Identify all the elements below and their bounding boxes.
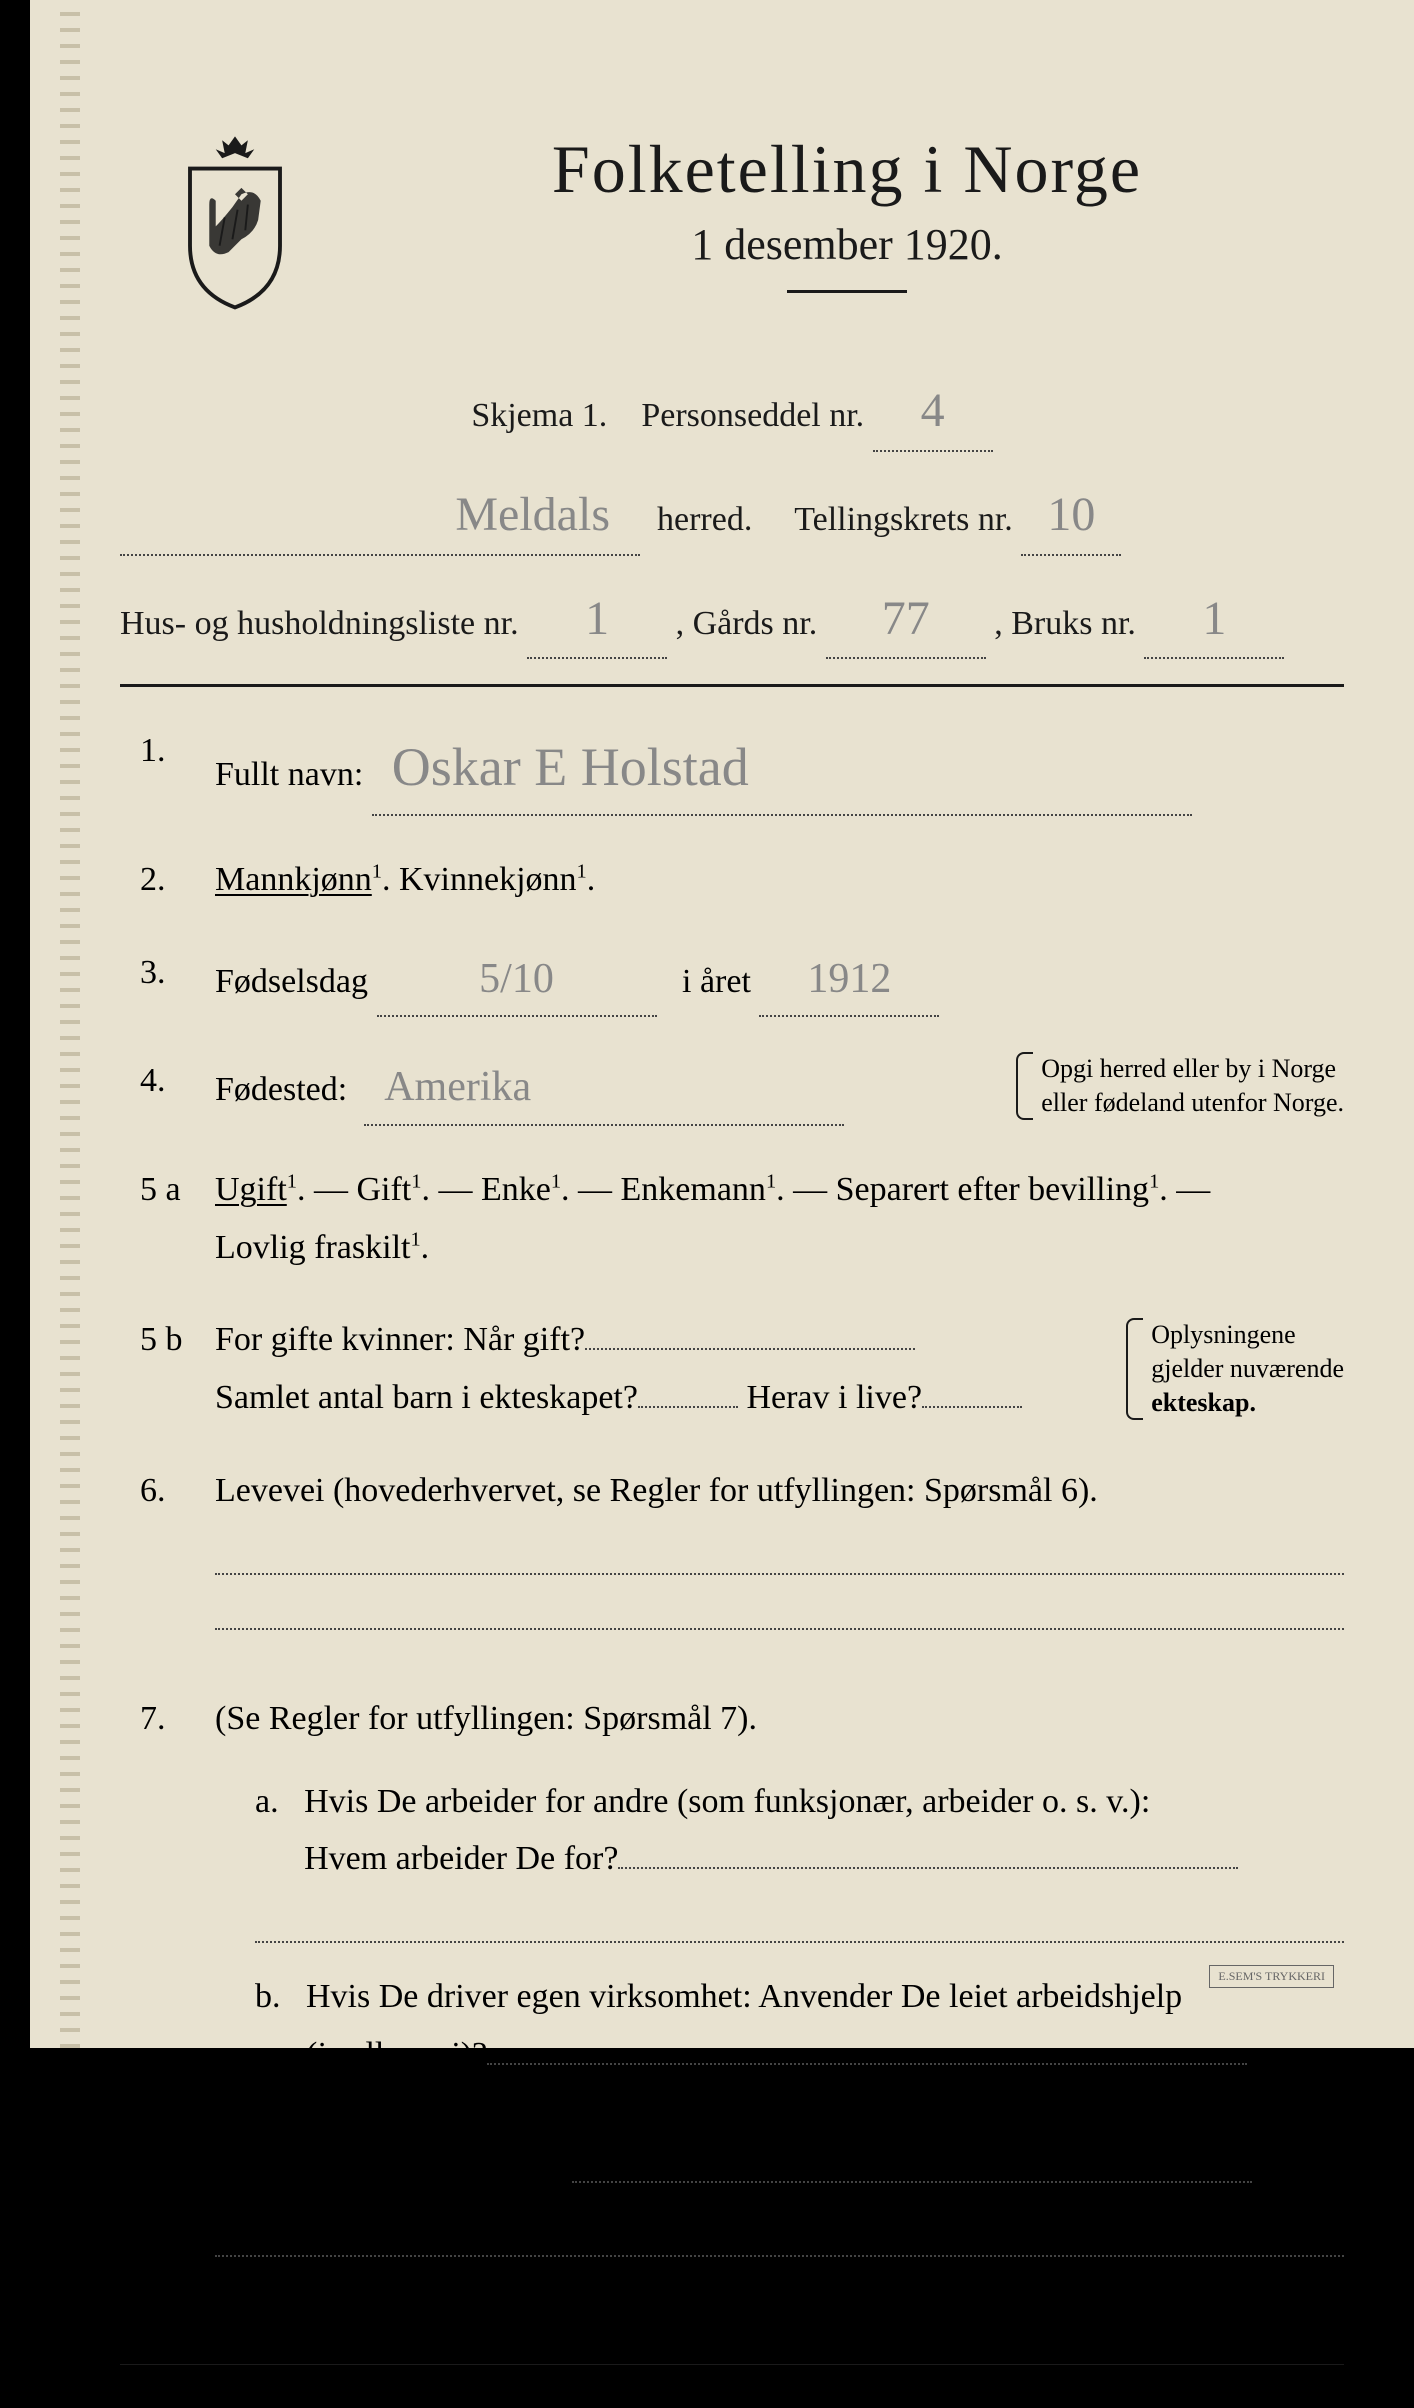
q4-label: Fødested: <box>215 1071 347 1108</box>
tellingskrets-value: 10 <box>1047 477 1095 554</box>
bruks-label: , Bruks nr. <box>994 605 1136 642</box>
q1-value: Oskar E Holstad <box>392 722 749 814</box>
q7a-line2: Hvem arbeider De for? <box>304 1840 618 1877</box>
hus-label: Hus- og husholdningsliste nr. <box>120 605 519 642</box>
title-rule <box>787 290 907 293</box>
skjema-label: Skjema 1. <box>471 397 607 434</box>
q3-year: 1912 <box>807 944 891 1015</box>
q3-day: 5/10 <box>479 944 554 1015</box>
question-4: 4. Fødested: Amerika Opgi herred eller b… <box>140 1052 1344 1125</box>
question-5b: 5 b For gifte kvinner: Når gift? Samlet … <box>140 1311 1344 1427</box>
header-row: Folketelling i Norge 1 desember 1920. <box>120 130 1344 323</box>
tellingskrets-label: Tellingskrets nr. <box>794 501 1013 538</box>
main-title: Folketelling i Norge <box>350 130 1344 209</box>
q5a-gift: Gift <box>356 1171 411 1208</box>
q2-sup2: 1 <box>577 861 587 883</box>
coat-of-arms-icon <box>170 130 300 310</box>
q8-blank <box>215 2227 1344 2257</box>
q5a-ugift: Ugift <box>215 1171 287 1208</box>
q5b-line2b: Herav i live? <box>746 1379 922 1416</box>
q5b-note: Oplysningene gjelder nuværende ekteskap. <box>1126 1318 1344 1419</box>
q5a-num: 5 a <box>140 1161 215 1277</box>
row-husliste: Hus- og husholdningsliste nr. 1 , Gårds … <box>120 581 1344 660</box>
personseddel-value: 4 <box>921 373 945 450</box>
q5b-note3: ekteskap. <box>1151 1388 1256 1417</box>
row-herred: Meldals herred. Tellingskrets nr. 10 <box>120 477 1344 556</box>
q2-num: 2. <box>140 851 215 909</box>
q1-num: 1. <box>140 722 215 816</box>
question-3: 3. Fødselsdag 5/10 i året 1912 <box>140 944 1344 1017</box>
question-1: 1. Fullt navn: Oskar E Holstad <box>140 722 1344 816</box>
q6-text: Levevei (hovederhvervet, se Regler for u… <box>215 1472 1098 1509</box>
q4-note: Opgi herred eller by i Norge eller fødel… <box>1016 1052 1344 1120</box>
footer-rule <box>120 2364 1344 2365</box>
q8-label: Bierhverv (eller biinntekt) <box>215 2154 572 2191</box>
q7-intro: (Se Regler for utfyllingen: Spørsmål 7). <box>215 1700 757 1737</box>
q2-mann: Mannkjønn <box>215 861 372 898</box>
q5a-enke: Enke <box>481 1171 551 1208</box>
hus-value: 1 <box>585 581 609 658</box>
q5b-line2a: Samlet antal barn i ekteskapet? <box>215 1379 638 1416</box>
q7b-label: b. <box>255 1978 281 2015</box>
question-5a: 5 a Ugift1. — Gift1. — Enke1. — Enkemann… <box>140 1161 1344 1277</box>
q4-note-line2: eller fødeland utenfor Norge. <box>1041 1086 1344 1120</box>
question-6: 6. Levevei (hovederhvervet, se Regler fo… <box>140 1462 1344 1655</box>
question-7: 7. (Se Regler for utfyllingen: Spørsmål … <box>140 1690 1344 2109</box>
footer-note: Har man ingen biinntekt av nogen betydni… <box>120 2317 1344 2349</box>
census-form-page: Folketelling i Norge 1 desember 1920. Sk… <box>0 0 1414 2048</box>
q2-sup1: 1 <box>372 861 382 883</box>
footnote-num: 1 <box>150 2380 157 2396</box>
q5b-num: 5 b <box>140 1311 215 1427</box>
q7a-label: a. <box>255 1783 279 1820</box>
q5b-note1: Oplysningene <box>1151 1318 1344 1352</box>
q6-num: 6. <box>140 1462 215 1655</box>
q7b-line1: Hvis De driver egen virksomhet: Anvender… <box>306 1978 1182 2015</box>
q5b-line1a: For gifte kvinner: Når gift? <box>215 1321 585 1358</box>
q4-value: Amerika <box>384 1052 531 1123</box>
q1-label: Fullt navn: <box>215 756 363 793</box>
printer-stamp: E.SEM'S TRYKKERI <box>1209 1965 1334 1988</box>
q5a-enkemann: Enkemann <box>621 1171 766 1208</box>
q7-num: 7. <box>140 1690 215 2109</box>
gards-value: 77 <box>882 581 930 658</box>
title-block: Folketelling i Norge 1 desember 1920. <box>350 130 1344 323</box>
q7b-line2: (ja eller nei)? <box>306 2036 487 2073</box>
q7a-line1: Hvis De arbeider for andre (som funksjon… <box>304 1783 1150 1820</box>
gards-label: , Gårds nr. <box>676 605 818 642</box>
q5a-separert: Separert efter bevilling <box>836 1171 1149 1208</box>
personseddel-label: Personseddel nr. <box>641 397 864 434</box>
q3-year-label: i året <box>682 963 751 1000</box>
herred-value: Meldals <box>455 477 610 554</box>
q6-blank1 <box>215 1545 1344 1575</box>
q2-kvinne: Kvinnekjønn <box>399 861 577 898</box>
q3-num: 3. <box>140 944 215 1017</box>
q4-num: 4. <box>140 1052 215 1125</box>
row-skjema: Skjema 1. Personseddel nr. 4 <box>120 373 1344 452</box>
divider-main <box>120 684 1344 687</box>
q8-num: 8. <box>140 2144 215 2282</box>
herred-label: herred. <box>657 501 752 538</box>
q7a-blank <box>255 1913 1344 1943</box>
bruks-value: 1 <box>1202 581 1226 658</box>
footnote: 1 Her kan svares ved tydelig understrekn… <box>120 2380 1344 2408</box>
q3-label: Fødselsdag <box>215 963 368 1000</box>
question-2: 2. Mannkjønn1. Kvinnekjønn1. <box>140 851 1344 909</box>
subtitle: 1 desember 1920. <box>350 219 1344 270</box>
q5a-fraskilt: Lovlig fraskilt <box>215 1229 410 1266</box>
page-perforations <box>60 0 80 2048</box>
q6-blank2 <box>215 1600 1344 1630</box>
question-8: 8. Bierhverv (eller biinntekt) <box>140 2144 1344 2282</box>
q4-note-line1: Opgi herred eller by i Norge <box>1041 1052 1344 1086</box>
